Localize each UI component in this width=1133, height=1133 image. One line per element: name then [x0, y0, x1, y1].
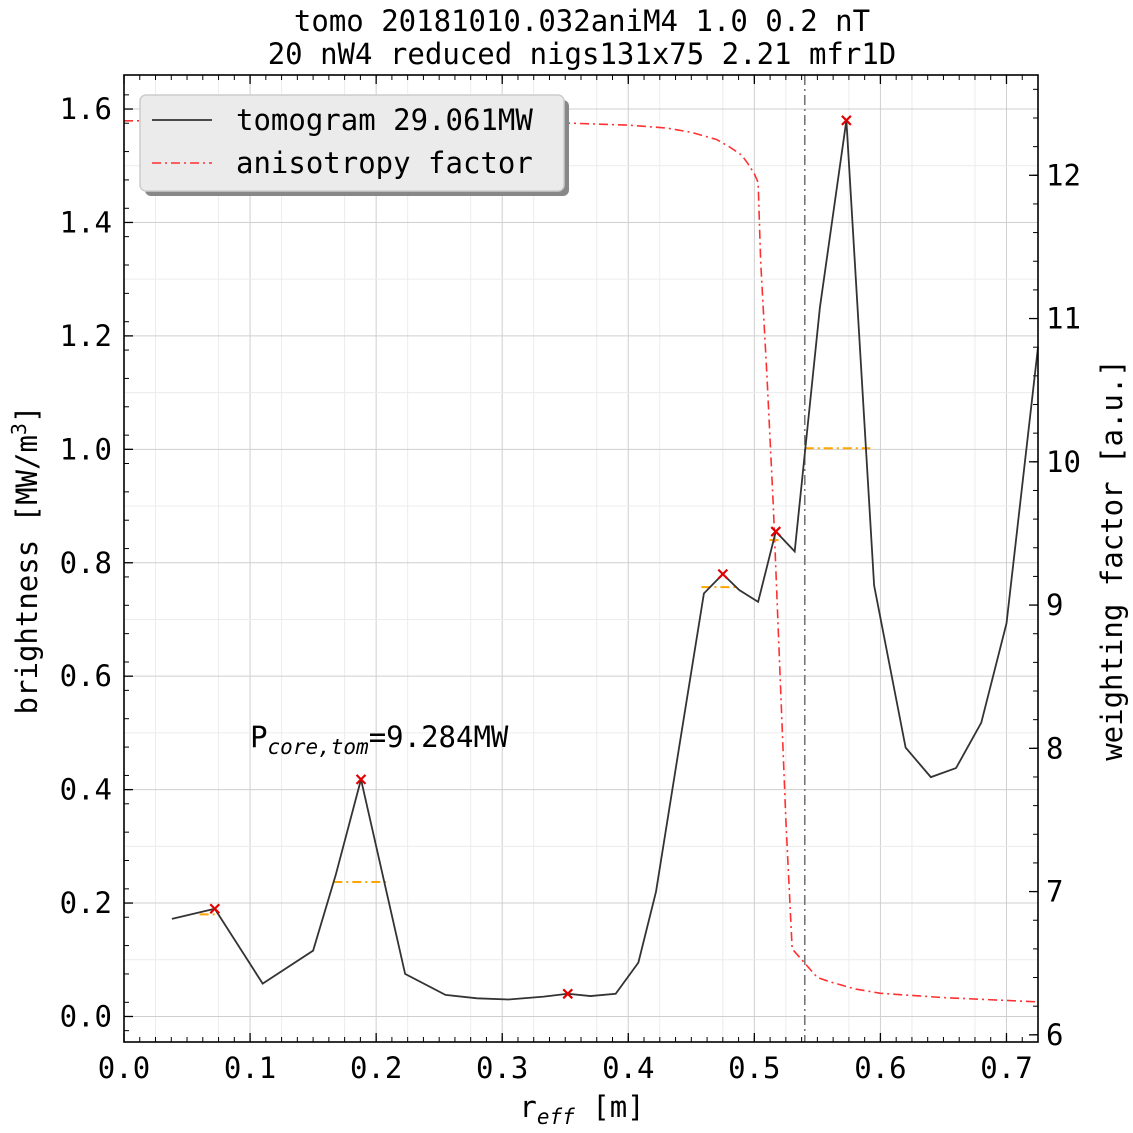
chart-title-line-1: tomo 20181010.032aniM4 1.0 0.2 nT [294, 4, 870, 38]
segment-layer [199, 447, 871, 916]
x-axis-label-unit: [m] [575, 1090, 645, 1124]
peak-marker [355, 774, 367, 785]
tomogram-line [171, 120, 1039, 1001]
x-tick-label: 0.6 [854, 1051, 906, 1085]
peak-marker-stroke [770, 526, 782, 537]
y-tick-label: 1.2 [60, 319, 112, 353]
annotation-main: P [250, 720, 267, 754]
y2-axis-label: weighting factor [a.u.] [1095, 359, 1129, 761]
legend: tomogram 29.061MW anisotropy factor [139, 94, 569, 196]
x-tick-labels: 0.0 0.1 0.2 0.3 0.4 0.5 0.6 0.7 [98, 1051, 1033, 1085]
y2-tick-label: 11 [1046, 302, 1081, 336]
tomogram-series-layer [171, 120, 1039, 1001]
legend-tomogram-label: tomogram 29.061MW [236, 103, 533, 137]
legend-anisotropy-label: anisotropy factor [236, 146, 533, 180]
anisotropy-factor-line [124, 120, 1039, 1003]
y-tick-label: 0.8 [60, 546, 112, 580]
y2-tick-label: 6 [1046, 1018, 1063, 1052]
x-tick-label: 0.7 [980, 1051, 1032, 1085]
y2-tick-labels: 6 7 8 9 10 11 12 [1046, 158, 1081, 1052]
y2-tick-label: 8 [1046, 731, 1063, 765]
y-tick-label: 0.2 [60, 886, 112, 920]
x-axis-label-main: r [519, 1090, 536, 1124]
legend-box [139, 94, 565, 192]
chart-title-line-2: 20 nW4 reduced nigs131x75 2.21 mfr1D [268, 37, 897, 71]
annotation-value: =9.284MW [369, 720, 509, 754]
y-tick-label: 0.0 [60, 999, 112, 1033]
peak-marker-stroke [209, 903, 221, 914]
y-tick-label: 1.4 [60, 205, 112, 239]
y-axis-label-sup: 3 [7, 423, 31, 435]
peak-marker-stroke [562, 988, 574, 1000]
y-tick-label: 1.6 [60, 92, 112, 126]
x-tick-label: 0.4 [602, 1051, 654, 1085]
y-axis-label: brightness [MW/m3] [7, 406, 44, 715]
x-tick-label: 0.0 [98, 1051, 150, 1085]
y2-tick-label: 10 [1046, 445, 1081, 479]
peak-marker-stroke [717, 568, 729, 580]
y-tick-labels: 0.0 0.2 0.4 0.6 0.8 1.0 1.2 1.4 1.6 [60, 92, 112, 1033]
y-tick-label: 1.0 [60, 432, 112, 466]
peak-marker [562, 988, 574, 1000]
peak-marker-stroke [355, 774, 367, 785]
y2-tick-label: 9 [1046, 588, 1063, 622]
y-axis-label-main: brightness [MW/m [10, 435, 44, 714]
y2-tick-label: 7 [1046, 875, 1063, 909]
core-power-annotation: Pcore,tom=9.284MW [250, 720, 509, 759]
peak-marker-stroke [841, 115, 852, 126]
annotation-sub: core,tom [268, 735, 370, 759]
y-tick-label: 0.4 [60, 773, 112, 807]
minor-ticks [123, 75, 1039, 1042]
peak-marker [841, 115, 852, 126]
x-axis-label-sub: eff [537, 1105, 575, 1129]
peak-marker [209, 903, 221, 914]
y-tick-label: 0.6 [60, 659, 112, 693]
x-axis-label: reff [m] [519, 1090, 644, 1129]
grid-lines [123, 75, 1038, 1042]
peak-marker [717, 568, 729, 580]
peak-marker-layer [209, 115, 852, 1000]
x-tick-label: 0.5 [728, 1051, 780, 1085]
y2-tick-label: 12 [1046, 158, 1081, 192]
anisotropy-series-layer [124, 120, 1039, 1003]
peak-marker [770, 526, 782, 537]
y-axis-label-end: ] [10, 406, 44, 423]
x-tick-label: 0.2 [350, 1051, 402, 1085]
x-tick-label: 0.3 [476, 1051, 528, 1085]
x-tick-label: 0.1 [224, 1051, 276, 1085]
plot-frame [123, 74, 1039, 1043]
